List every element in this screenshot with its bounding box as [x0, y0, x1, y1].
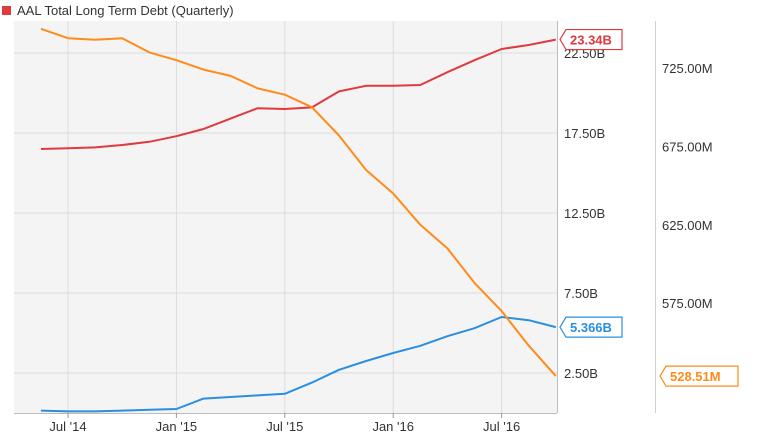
right-axis-tick-label: 575.00M: [662, 296, 713, 311]
series-line: [40, 316, 557, 413]
right-axis-tick-label: 725.00M: [662, 61, 713, 76]
value-tag-label: 23.34B: [570, 33, 612, 48]
x-tick-label: Jul '15: [266, 419, 303, 432]
value-tag: [559, 316, 623, 338]
value-tag-label: 528.51M: [670, 369, 721, 384]
left-axis-tick-label: 17.50B: [564, 126, 605, 141]
left-axis-tick-label: 12.50B: [564, 206, 605, 221]
value-tag: [559, 28, 623, 51]
legend-swatch: [2, 5, 11, 15]
x-tick-label: Jan '16: [372, 419, 414, 432]
legend: AAL Total Long Term Debt (Quarterly): [0, 0, 234, 20]
series-line: [40, 38, 556, 150]
right-axis-tick-label: 625.00M: [662, 218, 713, 233]
right-axis-tick-label: 675.00M: [662, 139, 713, 154]
legend-label: AAL Total Long Term Debt (Quarterly): [17, 2, 234, 18]
value-tag-label: 5.366B: [570, 320, 612, 335]
left-axis-tick-label: 2.50B: [564, 366, 598, 381]
series-line: [40, 27, 557, 377]
value-tag: [659, 365, 739, 387]
x-tick-label: Jan '15: [156, 419, 198, 432]
plot-area: [14, 21, 557, 413]
x-tick-label: Jul '14: [49, 419, 86, 432]
left-axis-tick-label: 7.50B: [564, 286, 598, 301]
x-tick-label: Jul '16: [483, 419, 520, 432]
